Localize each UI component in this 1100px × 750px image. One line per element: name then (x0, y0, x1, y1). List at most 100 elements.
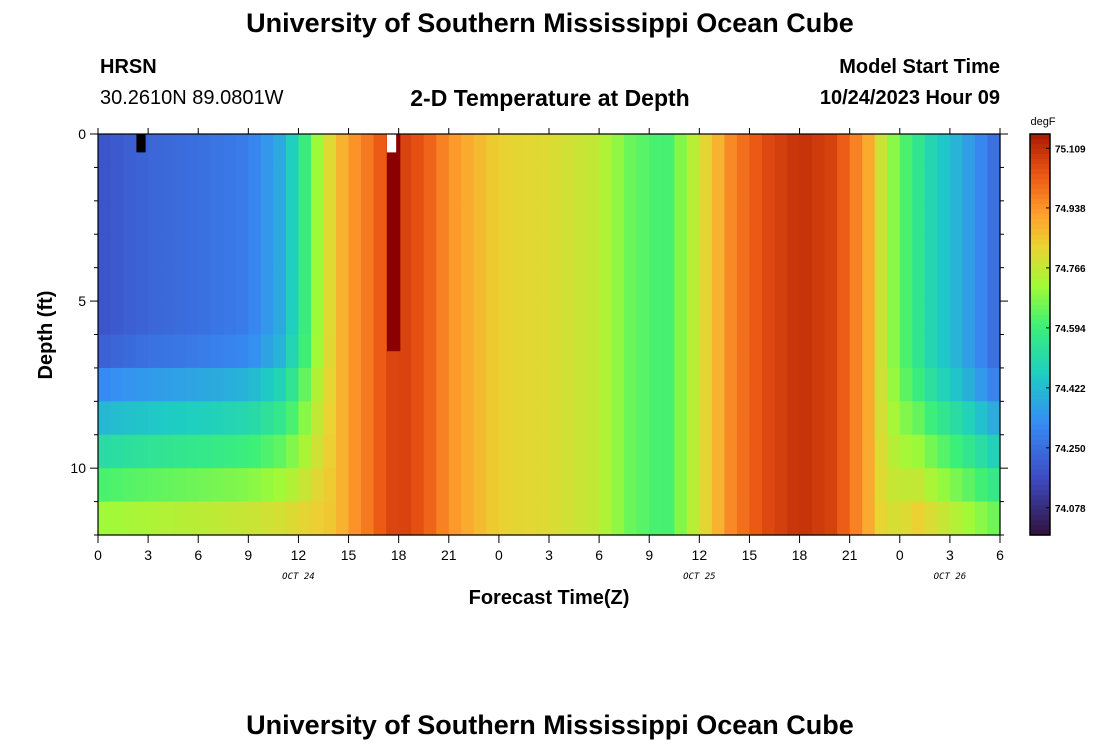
heatmap-cell (862, 367, 876, 402)
heatmap-cell (599, 501, 613, 536)
heatmap-cell (198, 167, 212, 202)
heatmap-cell (549, 434, 563, 469)
heatmap-cell (586, 434, 600, 469)
colorbar-segment (1030, 469, 1050, 476)
x-tick-label: 21 (441, 547, 457, 563)
colorbar-segment (1030, 144, 1050, 150)
heatmap-cell (411, 234, 425, 269)
colorbar-segment (1030, 429, 1050, 436)
heatmap-cell (298, 134, 312, 169)
heatmap-cell (899, 167, 913, 202)
heatmap-cell (561, 434, 575, 469)
heatmap-cell (561, 200, 575, 235)
heatmap-cell (636, 200, 650, 235)
heatmap-cell (824, 401, 838, 436)
heatmap-cell (674, 367, 688, 402)
heatmap-cell (198, 134, 212, 169)
heatmap-cell (812, 301, 826, 336)
heatmap-cell (774, 267, 788, 302)
heatmap-cell (160, 167, 174, 202)
heatmap-cell (711, 401, 725, 436)
heatmap-cell (974, 167, 989, 202)
heatmap-cell (511, 267, 525, 302)
heatmap-cell (799, 167, 813, 202)
heatmap-cell (724, 434, 738, 469)
heatmap-cell (611, 301, 625, 336)
heatmap-cell (511, 468, 525, 503)
heatmap-cell (987, 167, 1001, 202)
heatmap-cell (536, 367, 550, 402)
heatmap-cell (511, 401, 525, 436)
heatmap-cell (736, 167, 751, 202)
colorbar-segment (1030, 139, 1050, 145)
colorbar-label: 74.594 (1055, 324, 1086, 335)
heatmap-cell (561, 301, 575, 336)
heatmap-cell (586, 267, 600, 302)
heatmap-cell (624, 200, 638, 235)
heatmap-cell (736, 267, 751, 302)
heatmap-cell (874, 401, 888, 436)
heatmap-cell (436, 501, 450, 536)
colorbar-label: 74.078 (1055, 504, 1086, 515)
heatmap-cell (686, 200, 700, 235)
heatmap-cell (210, 200, 224, 235)
heatmap-cell (736, 200, 751, 235)
heatmap-cell (273, 367, 287, 402)
heatmap-cell (636, 134, 650, 169)
heatmap-cell (837, 200, 851, 235)
heatmap-cell (98, 234, 112, 269)
heatmap-cell (724, 267, 738, 302)
heatmap-cell (323, 167, 337, 202)
heatmap-cell (298, 501, 312, 536)
heatmap-cell (787, 367, 801, 402)
heatmap-cell (361, 334, 375, 369)
heatmap-cell (799, 468, 813, 503)
heatmap-cell (398, 301, 412, 336)
heatmap-cell (148, 167, 162, 202)
colorbar-segment (1030, 174, 1050, 180)
heatmap-cell (398, 367, 412, 402)
x-tick-label: 3 (545, 547, 553, 563)
heatmap-cell (198, 367, 212, 402)
heatmap-cell (699, 234, 713, 269)
heatmap-cell (661, 267, 675, 302)
heatmap-cell (711, 267, 725, 302)
heatmap-cell (686, 267, 700, 302)
heatmap-cell (636, 401, 650, 436)
colorbar-segment (1030, 164, 1050, 170)
heatmap-cell (285, 468, 300, 503)
heatmap-cell (461, 200, 475, 235)
heatmap-cell (686, 434, 700, 469)
date-label: OCT 25 (683, 572, 716, 582)
x-tick-label: 21 (842, 547, 858, 563)
heatmap-cell (98, 367, 112, 402)
heatmap-cell (511, 301, 525, 336)
heatmap-cell (774, 301, 788, 336)
heatmap-cell (235, 267, 249, 302)
heatmap-cell (586, 167, 600, 202)
x-tick-label: 12 (692, 547, 708, 563)
heatmap-cell (574, 234, 588, 269)
heatmap-cell (223, 468, 237, 503)
heatmap-cell (523, 200, 538, 235)
heatmap-cell (874, 468, 888, 503)
heatmap-cell (348, 367, 362, 402)
y-tick-label: 5 (78, 293, 86, 309)
heatmap-cell (711, 200, 725, 235)
heatmap-cell (686, 401, 700, 436)
heatmap-cell (373, 434, 387, 469)
heatmap-cell (874, 434, 888, 469)
heatmap-cell (248, 468, 262, 503)
heatmap-cell (336, 134, 350, 169)
heatmap-cell (498, 468, 513, 503)
heatmap-cell (561, 334, 575, 369)
heatmap-cell (549, 200, 563, 235)
heatmap-cell (411, 134, 425, 169)
heatmap-cell (611, 501, 625, 536)
heatmap-cell (636, 367, 650, 402)
colorbar-segment (1030, 209, 1050, 215)
heatmap-cell (661, 134, 675, 169)
heatmap-cell (160, 267, 174, 302)
heatmap-cell (411, 367, 425, 402)
heatmap-cell (486, 200, 500, 235)
